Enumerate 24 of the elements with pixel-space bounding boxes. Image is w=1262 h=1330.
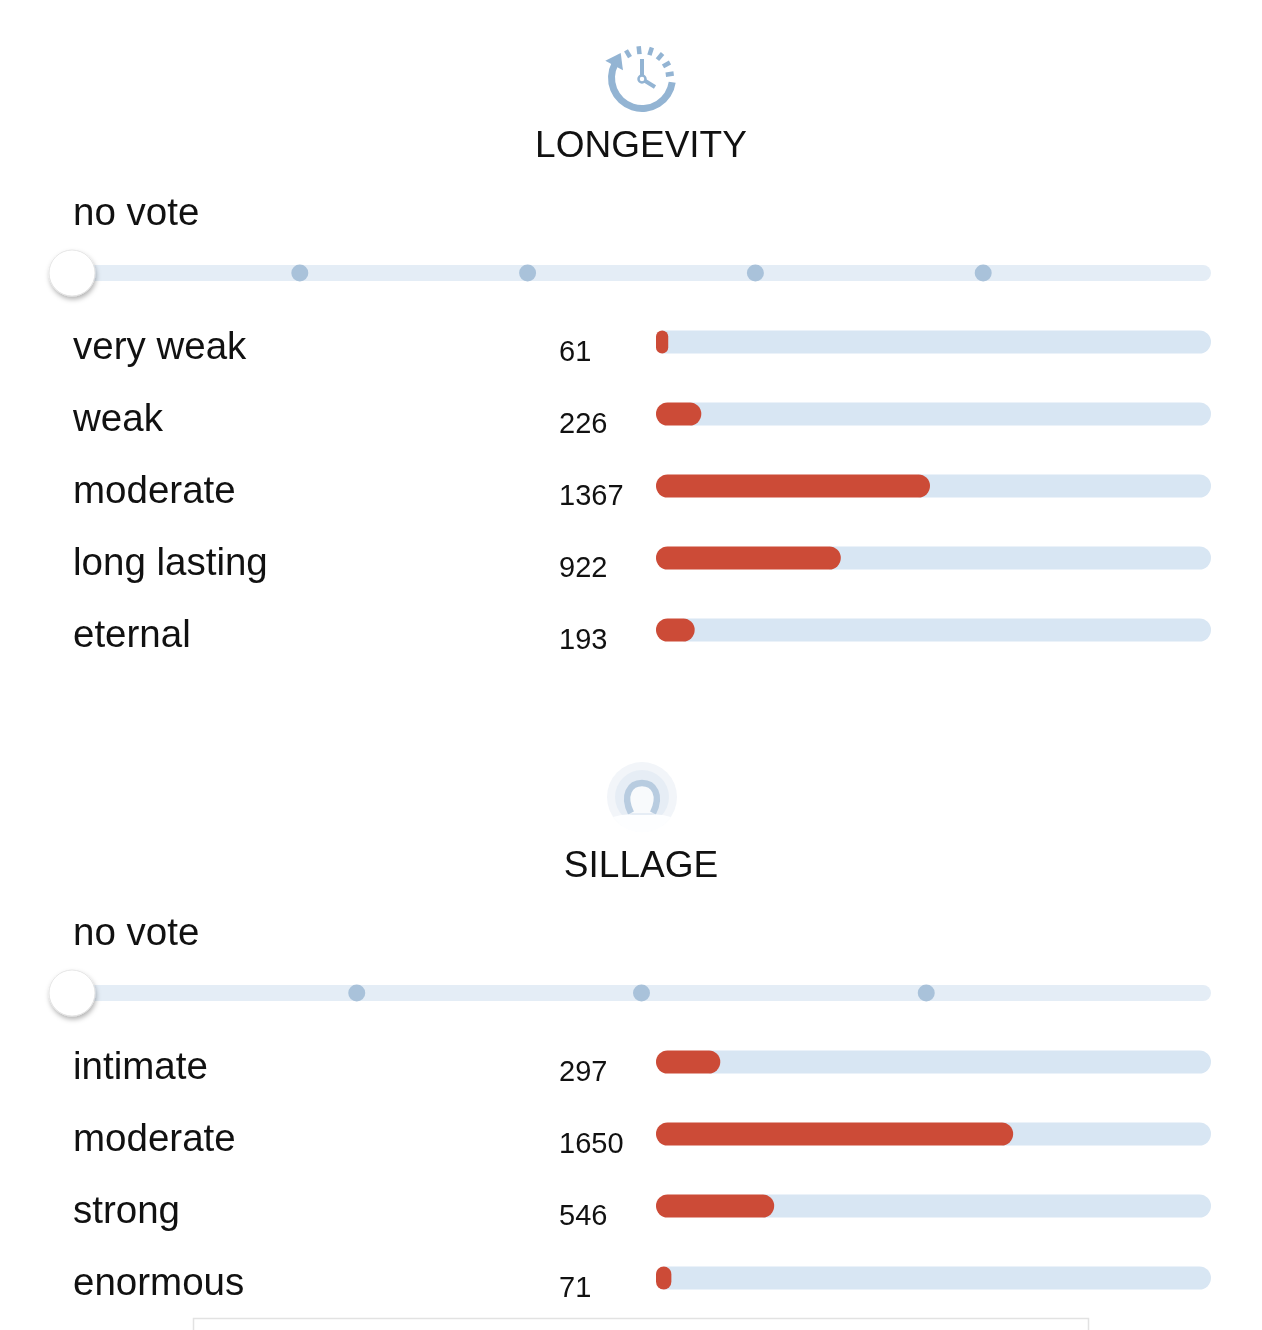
data-label: 71 bbox=[559, 1271, 592, 1303]
y-tick-label: long lasting bbox=[73, 540, 268, 583]
text: no vote bbox=[73, 910, 200, 953]
bar bbox=[656, 1194, 775, 1218]
text: no vote bbox=[73, 190, 200, 233]
data-label: 1367 bbox=[559, 479, 624, 511]
data-label: 226 bbox=[559, 407, 608, 439]
y-tick-label: weak bbox=[72, 396, 164, 439]
y-tick-label: moderate bbox=[73, 468, 236, 511]
data-label: 193 bbox=[559, 623, 608, 655]
chart-title: SILLAGE bbox=[563, 844, 719, 885]
y-tick-label: eternal bbox=[73, 612, 191, 655]
data-label: 297 bbox=[559, 1055, 608, 1087]
data-label: 546 bbox=[559, 1199, 608, 1231]
y-tick-label: very weak bbox=[73, 324, 248, 367]
y-tick-label: intimate bbox=[73, 1044, 208, 1087]
y-tick-label: strong bbox=[73, 1188, 181, 1231]
chart-title: LONGEVITY bbox=[535, 124, 747, 165]
data-label: 1650 bbox=[559, 1127, 624, 1159]
data-label: 61 bbox=[559, 335, 592, 367]
data-label: 922 bbox=[559, 551, 608, 583]
bar bbox=[656, 1050, 721, 1074]
y-tick-label: moderate bbox=[73, 1116, 236, 1159]
y-tick-label: enormous bbox=[73, 1260, 245, 1303]
